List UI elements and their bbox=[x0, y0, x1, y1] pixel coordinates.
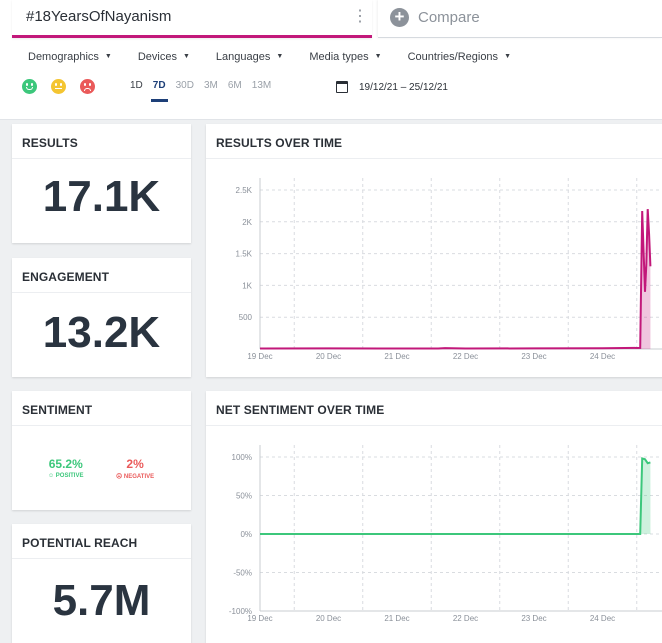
positive-face-icon[interactable] bbox=[22, 79, 37, 94]
filter-media-types[interactable]: Media types ▼ bbox=[309, 51, 381, 65]
series-area bbox=[260, 458, 651, 534]
y-tick-label: -50% bbox=[233, 569, 252, 578]
y-tick-label: 500 bbox=[239, 313, 253, 322]
filter-demographics[interactable]: Demographics ▼ bbox=[28, 51, 112, 65]
x-tick-label: 23 Dec bbox=[521, 614, 546, 623]
positive-percentage: 65.2% ☺ POSITIVE bbox=[48, 457, 83, 479]
filter-label: Demographics bbox=[28, 51, 99, 63]
positive-value: 65.2% bbox=[48, 457, 83, 471]
negative-label: ☹ NEGATIVE bbox=[116, 474, 155, 480]
divider bbox=[12, 158, 191, 159]
results-over-time-card: RESULTS OVER TIME 2.5K 2K 1.5K 1K 500 19 Dec 2… bbox=[206, 124, 662, 377]
filter-languages[interactable]: Languages ▼ bbox=[216, 51, 283, 65]
range-6m[interactable]: 6M bbox=[227, 80, 242, 91]
y-tick-label: 50% bbox=[236, 492, 252, 501]
results-card: RESULTS 17.1K bbox=[12, 124, 191, 243]
y-tick-label: 2K bbox=[242, 218, 252, 227]
negative-value: 2% bbox=[126, 457, 144, 471]
x-tick-label: 21 Dec bbox=[384, 614, 409, 623]
series-line bbox=[259, 209, 652, 350]
add-circle-icon[interactable]: + bbox=[390, 8, 409, 27]
query-tab[interactable]: #18YearsOfNayanism ⋮ bbox=[12, 0, 372, 38]
y-tick-label: 2.5K bbox=[236, 186, 253, 195]
card-title: POTENTIAL REACH bbox=[22, 536, 138, 550]
filter-label: Languages bbox=[215, 51, 271, 63]
divider bbox=[206, 158, 662, 159]
positive-label-text: POSITIVE bbox=[55, 473, 84, 479]
series-area bbox=[260, 209, 651, 349]
series-line bbox=[260, 457, 651, 535]
sentiment-card: SENTIMENT 65.2% ☺ POSITIVE 2% ☹ NEGATIVE bbox=[12, 391, 191, 510]
range-7d[interactable]: 7D bbox=[150, 80, 168, 102]
card-title: SENTIMENT bbox=[22, 403, 93, 417]
caret-down-icon: ▼ bbox=[374, 53, 382, 60]
time-range-tabs: 1D 7D 30D 3M 6M 13M bbox=[130, 80, 281, 102]
x-tick-label: 24 Dec bbox=[590, 352, 615, 361]
more-vertical-icon[interactable]: ⋮ bbox=[352, 8, 368, 25]
card-title: RESULTS bbox=[22, 136, 78, 150]
neutral-face-icon[interactable] bbox=[51, 79, 66, 94]
y-tick-label: 0% bbox=[240, 530, 252, 539]
negative-label-text: NEGATIVE bbox=[123, 474, 155, 480]
y-tick-label: -100% bbox=[229, 607, 252, 616]
x-tick-label: 20 Dec bbox=[316, 352, 341, 361]
engagement-value: 13.2K bbox=[42, 308, 161, 357]
date-range-text[interactable]: 19/12/21 – 25/12/21 bbox=[359, 81, 448, 93]
negative-percentage: 2% ☹ NEGATIVE bbox=[116, 457, 154, 480]
divider bbox=[206, 425, 662, 426]
caret-down-icon: ▼ bbox=[276, 53, 284, 60]
card-title: RESULTS OVER TIME bbox=[216, 136, 343, 150]
caret-down-icon: ▼ bbox=[104, 53, 112, 60]
reach-value: 5.7M bbox=[52, 576, 151, 625]
filter-countries-regions[interactable]: Countries/Regions ▼ bbox=[408, 51, 511, 65]
caret-down-icon: ▼ bbox=[504, 53, 511, 60]
positive-label: ☺ POSITIVE bbox=[48, 473, 84, 479]
x-tick-label: 24 Dec bbox=[590, 614, 615, 623]
filter-label: Devices bbox=[137, 51, 177, 63]
filter-bar: Demographics ▼ Devices ▼ Languages ▼ Media … bbox=[28, 51, 537, 65]
x-tick-label: 19 Dec bbox=[247, 614, 272, 623]
compare-tab[interactable]: + Compare bbox=[378, 0, 662, 38]
y-tick-label: 1K bbox=[242, 281, 252, 290]
range-13m[interactable]: 13M bbox=[251, 80, 272, 91]
net-sentiment-chart: 100% 50% 0% -50% -100%19 Dec 20 Dec 21 Dec 22 D… bbox=[229, 445, 662, 623]
calendar-icon[interactable] bbox=[336, 81, 348, 93]
net-sentiment-card: NET SENTIMENT OVER TIME 100% 50% 0% -50% -10… bbox=[206, 391, 662, 643]
x-tick-label: 20 Dec bbox=[316, 614, 341, 623]
filter-label: Countries/Regions bbox=[407, 51, 499, 63]
x-tick-label: 22 Dec bbox=[453, 614, 478, 623]
sentiment-filters bbox=[22, 79, 95, 94]
top-bar: #18YearsOfNayanism ⋮ + Compare Demograph… bbox=[0, 0, 662, 120]
engagement-card: ENGAGEMENT 13.2K bbox=[12, 258, 191, 377]
x-tick-label: 23 Dec bbox=[521, 352, 546, 361]
y-tick-label: 100% bbox=[232, 453, 252, 462]
potential-reach-card: POTENTIAL REACH 5.7M bbox=[12, 524, 191, 643]
compare-label[interactable]: Compare bbox=[418, 9, 480, 26]
results-chart: 2.5K 2K 1.5K 1K 500 19 Dec 20 Dec 21 Dec 22 Dec 2… bbox=[236, 178, 662, 361]
divider bbox=[12, 292, 191, 293]
query-text[interactable]: #18YearsOfNayanism bbox=[26, 8, 172, 25]
x-tick-label: 22 Dec bbox=[453, 352, 478, 361]
results-value: 17.1K bbox=[42, 172, 161, 221]
filter-label: Media types bbox=[309, 51, 369, 63]
divider bbox=[12, 425, 191, 426]
negative-face-icon[interactable] bbox=[80, 79, 95, 94]
card-title: ENGAGEMENT bbox=[22, 270, 110, 284]
x-tick-label: 19 Dec bbox=[247, 352, 272, 361]
card-title: NET SENTIMENT OVER TIME bbox=[216, 403, 385, 417]
date-range-picker[interactable]: 19/12/21 – 25/12/21 bbox=[336, 81, 448, 93]
x-tick-label: 21 Dec bbox=[384, 352, 409, 361]
range-1d[interactable]: 1D bbox=[130, 80, 143, 91]
filter-devices[interactable]: Devices ▼ bbox=[138, 51, 190, 65]
range-30d[interactable]: 30D bbox=[175, 80, 194, 91]
divider bbox=[12, 558, 191, 559]
range-3m[interactable]: 3M bbox=[203, 80, 218, 91]
caret-down-icon: ▼ bbox=[182, 53, 190, 60]
y-tick-label: 1.5K bbox=[236, 250, 253, 259]
